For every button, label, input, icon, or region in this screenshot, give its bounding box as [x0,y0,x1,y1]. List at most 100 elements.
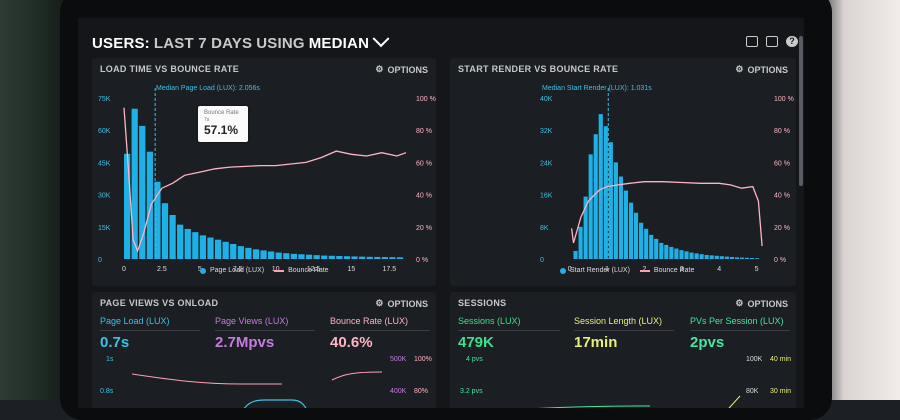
bar [374,256,381,259]
bar [755,258,760,259]
y-tick-right: 0 % [416,257,428,264]
bar [729,256,734,259]
gear-icon: ⚙ [375,64,384,74]
bar [654,238,659,259]
scrollbar[interactable] [799,36,803,186]
sessions-curve [538,405,651,408]
legend-line-label: Bounce Rate [288,267,329,274]
title-range: LAST 7 DAYS [153,34,253,52]
legend-line-label: Bounce Rate [653,267,695,274]
metric-label-page-views: Page Views (LUX) [215,316,289,326]
y-tick-right: 80 % [774,128,790,135]
y-tick-right: 60 % [416,160,432,167]
bar [709,255,714,259]
bar [699,254,704,259]
dashboard-title[interactable]: USERS: LAST 7 DAYS USING MEDIAN [92,30,390,54]
dashboard-screen: USERS: LAST 7 DAYS USING MEDIAN ? LOAD T… [78,18,804,408]
bar [598,114,603,259]
y-tick-right: 40 % [416,193,432,200]
metric-value-page-load: 0.7s [100,334,130,351]
y-tick-left: 0 [98,257,102,264]
monitor-icon[interactable] [746,36,758,47]
metric-divider [458,330,560,331]
y-label-right: 100% [414,356,432,363]
metric-divider [215,330,315,331]
options-button[interactable]: ⚙ OPTIONS [735,64,788,75]
pageviews-onload-chart [131,371,383,408]
y-tick-right: 80 % [416,128,432,135]
y-label-right: 30 min [770,388,792,395]
bar [184,228,191,259]
panel-title: PAGE VIEWS VS ONLOAD [100,298,219,308]
chevron-down-icon[interactable] [372,30,390,48]
bar [714,255,719,259]
bar [684,251,689,259]
tooltip-sub: 7s [204,117,210,123]
bar [749,257,755,259]
options-label: OPTIONS [747,64,788,75]
page-views-curve [243,399,307,408]
bar [389,257,396,259]
y-tick-right: 100 % [774,96,794,103]
panel-sessions: SESSIONS ⚙ OPTIONS Sessions (LUX) 479K S… [450,292,796,408]
chart-legend: Start Render (LUX) Bounce Rate [560,267,694,274]
tooltip-value: 57.1% [204,123,239,137]
bar [260,250,267,259]
bar [298,254,305,259]
legend-line-swatch [639,269,650,272]
x-tick: 7.5 [233,266,243,273]
x-tick: 15 [348,266,356,273]
legend-bar-swatch [560,267,566,274]
y-label-left: 3.2 pvs [460,388,483,395]
metric-value-page-views: 2.7Mpvs [215,334,275,351]
bar [679,250,684,259]
metric-value-bounce-rate: 40.6% [330,334,373,351]
bar [343,256,351,259]
bounce-rate-line [123,107,407,253]
bar [603,126,608,259]
y-tick-right: 40 % [774,193,790,200]
help-icon[interactable]: ? [786,36,798,47]
options-button[interactable]: ⚙ OPTIONS [375,64,428,75]
bar [366,256,373,259]
bar [381,257,388,259]
panel-title: SESSIONS [458,298,507,308]
options-button[interactable]: ⚙ OPTIONS [375,298,428,309]
y-tick-left: 30K [98,193,111,200]
bar [659,242,664,259]
bar [230,243,237,259]
metric-label-sessions: Sessions (LUX) [458,316,521,326]
bar [328,255,335,259]
bar [237,246,244,259]
metric-value-session-length: 17min [574,334,618,351]
bar [214,239,222,259]
bounce-rate-curve [131,373,282,385]
bar [623,190,629,259]
bar [305,254,313,259]
bar [139,125,146,259]
chart-icon[interactable] [766,36,778,47]
bar [644,228,649,259]
bar [649,234,654,259]
x-tick: 4 [717,266,721,273]
y-label-right: 80% [414,388,429,395]
x-tick: 5 [198,266,202,273]
x-tick: 2.5 [157,266,167,273]
options-button[interactable]: ⚙ OPTIONS [735,298,788,309]
bar [674,248,679,259]
start-vs-bounce-chart: 0 8K 16K 24K 32K 40K 0 % 20 % 40 % 60 % 80 % 100 % 0… [540,88,794,273]
bar [169,214,176,259]
bar [664,244,669,259]
bar [124,153,131,259]
y-label-mid: 100K [746,356,763,363]
x-tick: 0 [122,266,126,273]
y-label-mid: 80K [746,388,759,395]
y-label-left: 1s [106,356,114,363]
title-prefix: USERS: [92,34,150,52]
gear-icon: ⚙ [735,64,744,74]
bar [583,196,588,259]
y-tick-right: 20 % [416,225,432,232]
metric-label-pvs-per-session: PVs Per Session (LUX) [690,316,784,326]
bar [704,254,709,259]
bar [199,235,207,259]
